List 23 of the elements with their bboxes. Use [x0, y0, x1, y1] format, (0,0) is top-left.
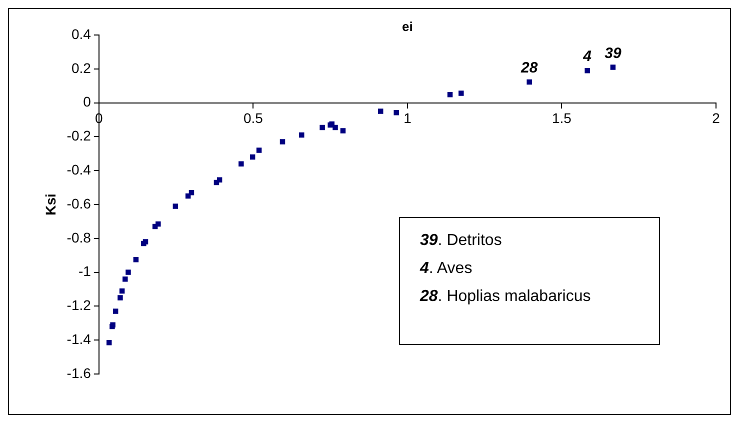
x-tick-label: 0.5 [243, 110, 264, 126]
x-tick-label: 1.5 [552, 110, 572, 126]
annotation: 28. Hoplias malabaricus [420, 288, 591, 305]
annotation: 28 [520, 60, 538, 77]
y-tick-label: -1.4 [66, 330, 92, 347]
y-tick-label: -0.2 [66, 128, 92, 144]
y-tick-label: -1.6 [66, 364, 92, 381]
annotation: 4 [582, 48, 592, 66]
y-tick-label: 0.2 [71, 60, 92, 76]
y-tick-label: -1.2 [66, 297, 92, 314]
y-tick-label: -1 [78, 263, 92, 280]
x-axis-title: ei [402, 19, 413, 34]
annotation: 4. Aves [420, 260, 472, 277]
annotation: 39. Detritos [420, 232, 502, 249]
x-tick-label: 2 [712, 110, 720, 126]
y-tick-label: 0 [83, 94, 92, 110]
y-tick-label: -0.8 [66, 229, 92, 246]
annotation: 39 [604, 44, 622, 62]
y-tick-label: -0.6 [66, 195, 92, 212]
y-tick-label: -0.4 [66, 161, 92, 178]
y-axis-title: Ksi [42, 194, 58, 216]
y-tick-label: 0.4 [71, 26, 92, 42]
x-tick-label: 1 [404, 110, 412, 126]
